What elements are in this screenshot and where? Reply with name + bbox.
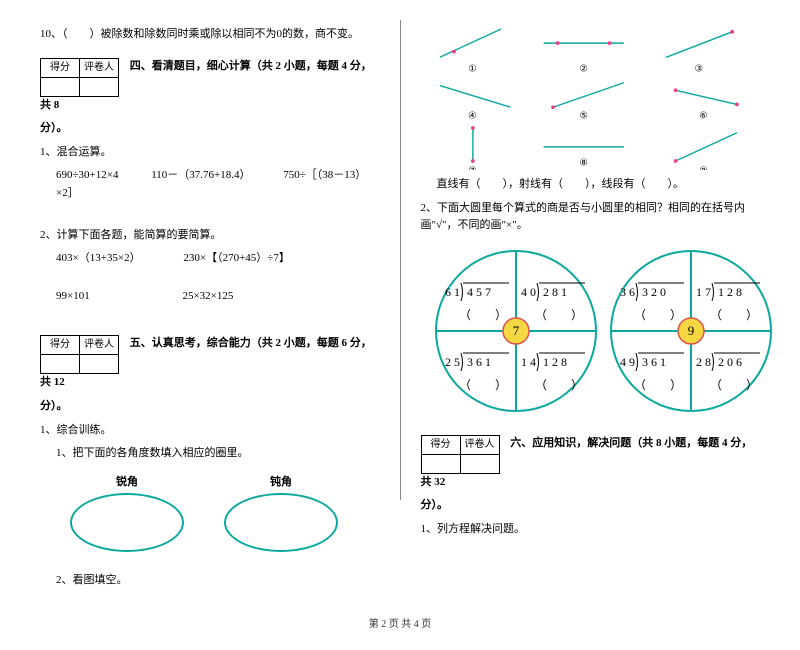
obtuse-group: 钝角 (224, 473, 338, 552)
fill-line: 直线有（ ），射线有（ ），线段有（ ）。 (421, 176, 761, 194)
s6p1: 1、列方程解决问题。 (421, 521, 761, 539)
rq2: 2、下面大圆里每个算式的商是否与小圆里的相同？相同的在括号内画"√"，不同的画"… (421, 200, 761, 235)
score5-b2 (80, 355, 119, 374)
p2: 2、计算下面各题，能简算的要简算。 (40, 227, 380, 245)
svg-text:1 4: 1 4 (521, 355, 536, 369)
big-circles-svg: 7 6 1 4 5 7 （ ） 4 0 2 8 1 （ ） 2 5 (421, 241, 781, 421)
svg-text:②: ② (579, 64, 587, 74)
svg-text:1 7: 1 7 (696, 285, 711, 299)
acute-label: 锐角 (70, 473, 184, 489)
score5-h1: 得分 (41, 336, 80, 355)
svg-text:3 6 1: 3 6 1 (642, 355, 666, 369)
q10: 10、（ ）被除数和除数同时乘或除以相同不为0的数，商不变。 (40, 26, 380, 44)
column-divider (400, 20, 401, 500)
score6-h1: 得分 (421, 435, 460, 454)
svg-text:（ ）: （ ） (535, 308, 583, 322)
svg-text:2 8: 2 8 (696, 355, 711, 369)
p1: 1、混合运算。 (40, 144, 380, 162)
s5p1: 1、综合训练。 (40, 422, 380, 440)
svg-text:6 1: 6 1 (445, 285, 460, 299)
line-figures-svg: ① ② ③ ④ ⑤ ⑥ (421, 20, 761, 170)
svg-text:（ ）: （ ） (710, 308, 758, 322)
svg-text:④: ④ (468, 112, 476, 122)
section6-tail: 分）。 (421, 497, 761, 515)
svg-text:（ ）: （ ） (634, 378, 682, 392)
score-table-5: 得分 评卷人 (40, 335, 119, 374)
p1-exprs: 690÷30+12×4 110－（37.76+18.4） 750÷［（38－13… (40, 167, 380, 202)
svg-text:⑨: ⑨ (699, 166, 707, 170)
svg-text:⑤: ⑤ (579, 112, 587, 122)
svg-text:4 5 7: 4 5 7 (467, 285, 491, 299)
score-table-6: 得分 评卷人 (421, 435, 500, 474)
p2a: 403×（13+35×2） (56, 252, 141, 264)
svg-text:（ ）: （ ） (459, 308, 507, 322)
circleB-center: 9 (687, 323, 694, 338)
obtuse-label: 钝角 (224, 473, 338, 489)
svg-text:4 0: 4 0 (521, 285, 536, 299)
acute-oval (70, 493, 184, 552)
svg-text:（ ）: （ ） (710, 378, 758, 392)
right-column: ① ② ③ ④ ⑤ ⑥ (421, 20, 761, 595)
svg-text:2 5: 2 5 (445, 355, 460, 369)
svg-text:①: ① (468, 64, 476, 74)
score5-b1 (41, 355, 80, 374)
svg-text:（ ）: （ ） (634, 308, 682, 322)
page-footer: 第 2 页 共 4 页 (40, 615, 760, 630)
section4-row: 得分 评卷人 四、看清题目，细心计算（共 2 小题，每题 4 分，共 8 (40, 58, 380, 115)
score6-b2 (460, 454, 499, 473)
score5-h2: 评卷人 (80, 336, 119, 355)
score-h2: 评卷人 (80, 58, 119, 77)
score-table-4: 得分 评卷人 (40, 58, 119, 97)
score6-h2: 评卷人 (460, 435, 499, 454)
p1b: 110－（37.76+18.4） (151, 169, 250, 181)
score-blank2 (80, 77, 119, 96)
svg-text:③: ③ (694, 64, 702, 74)
svg-text:⑥: ⑥ (699, 112, 707, 122)
svg-text:1 2 8: 1 2 8 (718, 285, 742, 299)
s5p2: 2、看图填空。 (40, 572, 380, 590)
score-blank1 (41, 77, 80, 96)
svg-text:（ ）: （ ） (459, 378, 507, 392)
acute-group: 锐角 (70, 473, 184, 552)
page-columns: 10、（ ）被除数和除数同时乘或除以相同不为0的数，商不变。 得分 评卷人 四、… (40, 20, 760, 595)
section5-tail: 分）。 (40, 398, 380, 416)
p2d: 25×32×125 (182, 290, 233, 302)
svg-text:3 6: 3 6 (620, 285, 635, 299)
line-figures: ① ② ③ ④ ⑤ ⑥ (421, 20, 761, 170)
svg-text:3 6 1: 3 6 1 (467, 355, 491, 369)
p2-row1: 403×（13+35×2） 230×【（270+45）÷7】 (40, 250, 380, 268)
svg-text:（ ）: （ ） (535, 378, 583, 392)
score-h1: 得分 (41, 58, 80, 77)
svg-text:3 2 0: 3 2 0 (642, 285, 666, 299)
p2b: 230×【（270+45）÷7】 (183, 252, 289, 264)
p2c: 99×101 (56, 290, 90, 302)
s5p1a: 1、把下面的各角度数填入相应的圈里。 (40, 445, 380, 463)
svg-text:2 8 1: 2 8 1 (543, 285, 567, 299)
svg-text:⑧: ⑧ (579, 159, 587, 169)
section6-row: 得分 评卷人 六、应用知识，解决问题（共 8 小题，每题 4 分，共 32 (421, 435, 761, 492)
left-column: 10、（ ）被除数和除数同时乘或除以相同不为0的数，商不变。 得分 评卷人 四、… (40, 20, 380, 595)
big-circles: 7 6 1 4 5 7 （ ） 4 0 2 8 1 （ ） 2 5 (421, 241, 761, 421)
ovals-row: 锐角 钝角 (70, 473, 380, 552)
section5-row: 得分 评卷人 五、认真思考，综合能力（共 2 小题，每题 6 分，共 12 (40, 335, 380, 392)
svg-text:2 0 6: 2 0 6 (718, 355, 742, 369)
p1a: 690÷30+12×4 (56, 169, 118, 181)
svg-text:1 2 8: 1 2 8 (543, 355, 567, 369)
obtuse-oval (224, 493, 338, 552)
p2-row2: 99×101 25×32×125 (40, 288, 380, 306)
score6-b1 (421, 454, 460, 473)
circleA-center: 7 (512, 323, 519, 338)
svg-text:⑦: ⑦ (468, 166, 476, 170)
svg-text:4 9: 4 9 (620, 355, 635, 369)
section4-tail: 分）。 (40, 120, 380, 138)
